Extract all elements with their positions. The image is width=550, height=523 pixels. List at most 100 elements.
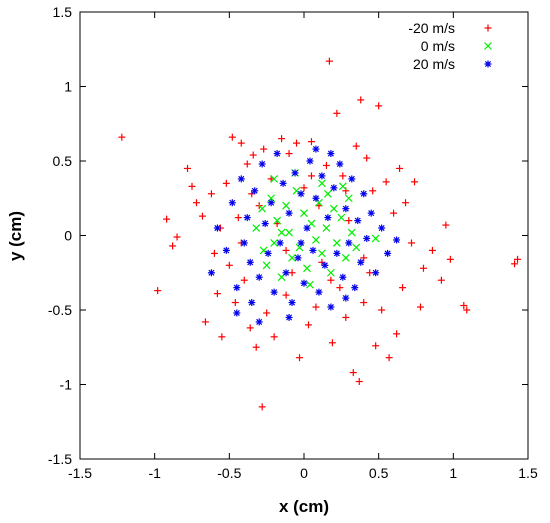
data-point-cross xyxy=(270,174,279,183)
data-point-star xyxy=(264,249,272,257)
data-point-plus xyxy=(198,212,206,220)
y-tick-label: -1 xyxy=(60,377,73,393)
data-point-plus xyxy=(442,221,450,229)
data-point-plus xyxy=(378,306,386,314)
data-point-plus xyxy=(118,133,126,141)
data-point-cross xyxy=(317,249,326,258)
data-point-star xyxy=(255,318,263,326)
data-point-plus xyxy=(282,291,290,299)
x-tick-label: -1 xyxy=(148,465,161,481)
data-point-star xyxy=(291,169,299,177)
data-point-plus xyxy=(419,264,427,272)
data-point-plus xyxy=(399,284,407,292)
data-point-star xyxy=(336,160,344,168)
legend-marker-plus xyxy=(484,24,492,32)
data-point-cross xyxy=(352,243,361,252)
data-point-cross xyxy=(277,228,286,237)
data-point-plus xyxy=(408,239,416,247)
data-point-plus xyxy=(352,142,360,150)
data-point-star xyxy=(315,288,323,296)
data-point-star xyxy=(285,313,293,321)
data-point-cross xyxy=(303,264,311,273)
data-point-star xyxy=(228,199,236,207)
data-point-cross xyxy=(295,243,304,252)
data-point-plus xyxy=(154,287,162,295)
data-point-cross xyxy=(258,204,267,213)
data-point-star xyxy=(251,187,259,195)
data-point-cross xyxy=(344,194,353,203)
data-point-star xyxy=(213,224,221,232)
data-point-plus xyxy=(336,284,344,292)
data-point-plus xyxy=(231,299,239,307)
data-point-plus xyxy=(270,333,278,341)
data-point-cross xyxy=(337,213,346,222)
data-point-plus xyxy=(304,321,312,329)
data-point-star xyxy=(312,145,320,153)
data-point-cross xyxy=(288,253,296,262)
data-point-plus xyxy=(169,242,177,250)
data-point-star xyxy=(248,299,256,307)
data-point-cross xyxy=(262,261,271,270)
data-point-plus xyxy=(355,378,363,386)
data-point-star xyxy=(246,258,254,266)
data-point-plus xyxy=(325,57,333,65)
data-point-star xyxy=(255,273,263,281)
data-point-plus xyxy=(349,369,357,377)
data-point-plus xyxy=(514,255,522,263)
data-point-plus xyxy=(416,303,424,311)
data-point-star xyxy=(384,249,392,257)
data-point-star xyxy=(372,269,380,277)
data-point-plus xyxy=(411,178,419,186)
data-point-star xyxy=(222,246,230,254)
data-point-star xyxy=(342,294,350,302)
data-point-cross xyxy=(323,189,332,198)
data-point-plus xyxy=(375,102,383,110)
data-point-star xyxy=(321,261,329,269)
data-point-plus xyxy=(282,246,290,254)
data-point-star xyxy=(312,194,320,202)
data-point-plus xyxy=(382,178,390,186)
data-point-plus xyxy=(300,184,308,192)
data-point-cross xyxy=(273,216,282,225)
y-tick-label: 0.5 xyxy=(53,153,73,169)
data-point-star xyxy=(318,172,326,180)
data-point-star xyxy=(309,246,317,254)
data-point-plus xyxy=(360,299,368,307)
data-point-cross xyxy=(270,239,279,247)
data-point-plus xyxy=(225,261,233,269)
data-point-star xyxy=(233,284,241,292)
data-point-star xyxy=(207,269,215,277)
data-point-cross xyxy=(347,228,356,237)
data-point-plus xyxy=(385,354,393,362)
data-point-plus xyxy=(288,269,296,277)
data-point-plus xyxy=(318,258,326,266)
data-point-star xyxy=(237,175,245,183)
data-point-plus xyxy=(339,172,347,180)
data-point-plus xyxy=(243,160,251,168)
data-point-cross xyxy=(306,280,314,289)
data-point-star xyxy=(300,279,308,287)
legend-marker-cross xyxy=(484,42,492,50)
x-axis-label: x (cm) xyxy=(279,497,329,516)
legend-marker-star xyxy=(484,60,492,68)
data-point-star xyxy=(333,249,341,257)
data-point-star xyxy=(261,220,269,228)
data-point-plus xyxy=(184,164,192,172)
data-point-star xyxy=(378,224,386,232)
data-point-cross xyxy=(315,198,323,207)
data-point-star xyxy=(285,209,293,217)
data-point-cross xyxy=(282,201,291,210)
x-tick-label: 0.5 xyxy=(369,465,389,481)
x-tick-label: 1.5 xyxy=(518,465,538,481)
data-point-star xyxy=(258,160,266,168)
data-point-star xyxy=(330,184,338,192)
data-point-plus xyxy=(342,187,350,195)
data-point-plus xyxy=(342,313,350,321)
data-point-cross xyxy=(371,234,380,243)
data-point-plus xyxy=(363,154,371,162)
data-point-plus xyxy=(207,190,215,198)
y-tick-label: -0.5 xyxy=(48,302,72,318)
data-point-cross xyxy=(329,204,338,213)
data-point-plus xyxy=(390,209,398,217)
data-point-plus xyxy=(322,161,330,169)
